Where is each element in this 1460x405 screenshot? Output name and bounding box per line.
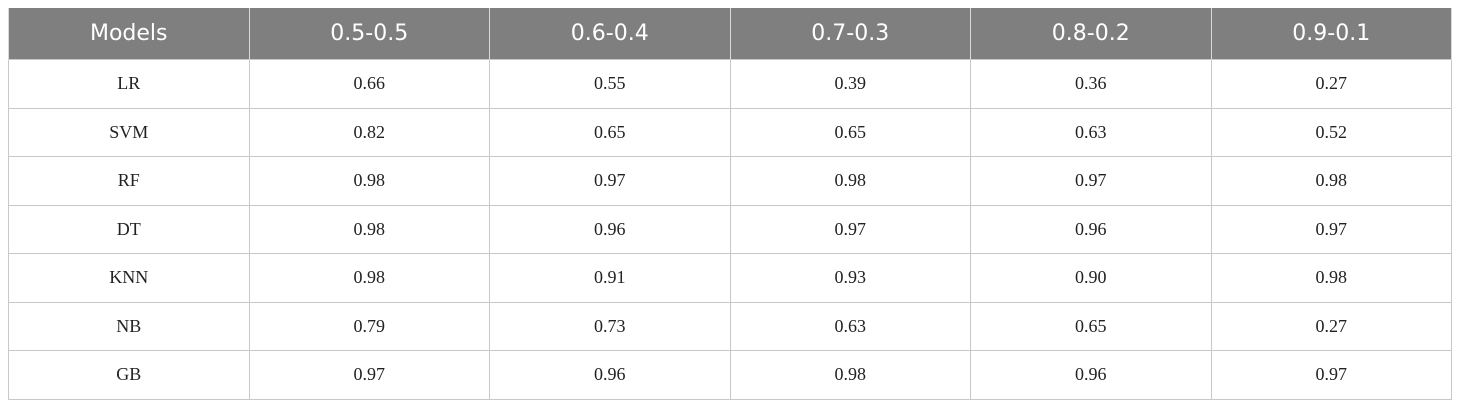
- value-cell: 0.97: [729, 204, 971, 254]
- value-cell: 0.82: [248, 107, 490, 157]
- value-cell: 0.98: [1210, 253, 1452, 303]
- value-cell: 0.65: [729, 107, 971, 157]
- header-cell: 0.8-0.2: [970, 8, 1212, 60]
- value-cell: 0.39: [729, 59, 971, 109]
- value-cell: 0.97: [489, 156, 731, 206]
- value-cell: 0.97: [970, 156, 1212, 206]
- model-cell: KNN: [8, 253, 250, 303]
- results-table: Models 0.5-0.5 0.6-0.4 0.7-0.3 0.8-0.2 0.9-0.…: [8, 8, 1452, 400]
- value-cell: 0.98: [729, 350, 971, 400]
- header-cell: 0.9-0.1: [1210, 8, 1452, 60]
- value-cell: 0.97: [248, 350, 490, 400]
- value-cell: 0.52: [1210, 107, 1452, 157]
- table-header: Models 0.5-0.5 0.6-0.4 0.7-0.3 0.8-0.2 0.9-0.…: [8, 8, 1452, 60]
- header-cell: Models: [8, 8, 250, 60]
- table-row: DT 0.98 0.96 0.97 0.96 0.97: [8, 204, 1452, 254]
- value-cell: 0.93: [729, 253, 971, 303]
- table-row: LR 0.66 0.55 0.39 0.36 0.27: [8, 59, 1452, 109]
- value-cell: 0.63: [970, 107, 1212, 157]
- value-cell: 0.97: [1210, 350, 1452, 400]
- value-cell: 0.65: [489, 107, 731, 157]
- table-row: RF 0.98 0.97 0.98 0.97 0.98: [8, 156, 1452, 206]
- value-cell: 0.98: [248, 156, 490, 206]
- model-cell: GB: [8, 350, 250, 400]
- value-cell: 0.27: [1210, 301, 1452, 351]
- value-cell: 0.98: [248, 253, 490, 303]
- value-cell: 0.91: [489, 253, 731, 303]
- table-row: SVM 0.82 0.65 0.65 0.63 0.52: [8, 107, 1452, 157]
- value-cell: 0.98: [1210, 156, 1452, 206]
- model-cell: SVM: [8, 107, 250, 157]
- header-cell: 0.5-0.5: [248, 8, 490, 60]
- header-row: Models 0.5-0.5 0.6-0.4 0.7-0.3 0.8-0.2 0.9-0.…: [8, 8, 1452, 60]
- model-cell: LR: [8, 59, 250, 109]
- value-cell: 0.63: [729, 301, 971, 351]
- table-row: GB 0.97 0.96 0.98 0.96 0.97: [8, 350, 1452, 400]
- value-cell: 0.97: [1210, 204, 1452, 254]
- model-cell: DT: [8, 204, 250, 254]
- value-cell: 0.65: [970, 301, 1212, 351]
- value-cell: 0.66: [248, 59, 490, 109]
- table-container: Models 0.5-0.5 0.6-0.4 0.7-0.3 0.8-0.2 0.9-0.…: [8, 8, 1452, 400]
- model-cell: NB: [8, 301, 250, 351]
- table-row: NB 0.79 0.73 0.63 0.65 0.27: [8, 301, 1452, 351]
- value-cell: 0.96: [970, 204, 1212, 254]
- value-cell: 0.73: [489, 301, 731, 351]
- table-body: LR 0.66 0.55 0.39 0.36 0.27 SVM 0.82 0.65 0.65 0.6…: [8, 59, 1452, 400]
- table-row: KNN 0.98 0.91 0.93 0.90 0.98: [8, 253, 1452, 303]
- value-cell: 0.55: [489, 59, 731, 109]
- header-cell: 0.6-0.4: [489, 8, 731, 60]
- value-cell: 0.90: [970, 253, 1212, 303]
- value-cell: 0.79: [248, 301, 490, 351]
- value-cell: 0.96: [489, 350, 731, 400]
- value-cell: 0.98: [248, 204, 490, 254]
- header-cell: 0.7-0.3: [729, 8, 971, 60]
- value-cell: 0.96: [489, 204, 731, 254]
- value-cell: 0.27: [1210, 59, 1452, 109]
- value-cell: 0.36: [970, 59, 1212, 109]
- value-cell: 0.96: [970, 350, 1212, 400]
- value-cell: 0.98: [729, 156, 971, 206]
- model-cell: RF: [8, 156, 250, 206]
